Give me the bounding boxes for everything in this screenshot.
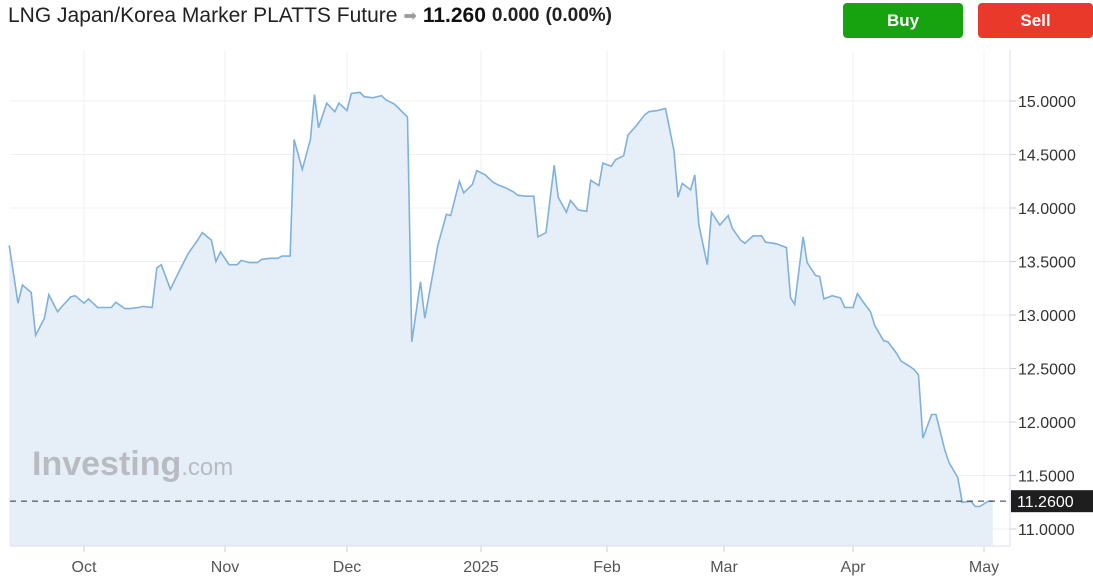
x-tick-label: Dec bbox=[333, 559, 361, 576]
y-tick-label: 12.0000 bbox=[1018, 415, 1076, 432]
price-change: 0.000 bbox=[491, 5, 540, 26]
y-tick-label: 11.0000 bbox=[1018, 522, 1075, 539]
price-change-percent: (0.00%) bbox=[545, 5, 612, 26]
instrument-name: LNG Japan/Korea Marker PLATTS Future bbox=[8, 4, 398, 27]
x-tick-label: 2025 bbox=[463, 559, 499, 576]
last-price-label: 11.2600 bbox=[1017, 494, 1074, 511]
y-tick-label: 14.0000 bbox=[1018, 201, 1076, 218]
watermark-suffix: .com bbox=[181, 454, 233, 481]
watermark-logo: Investing.com bbox=[32, 445, 233, 483]
x-tick-label: Nov bbox=[211, 559, 239, 576]
y-tick-label: 11.5000 bbox=[1018, 469, 1075, 486]
x-tick-label: May bbox=[969, 559, 999, 576]
x-tick-label: Oct bbox=[72, 559, 97, 576]
x-tick-label: Feb bbox=[593, 559, 621, 576]
y-tick-label: 13.5000 bbox=[1018, 255, 1076, 272]
instrument-header: LNG Japan/Korea Marker PLATTS Future ➡ 1… bbox=[8, 4, 612, 28]
y-tick-label: 12.5000 bbox=[1018, 362, 1076, 379]
x-tick-label: Apr bbox=[841, 559, 867, 576]
arrow-right-icon: ➡ bbox=[403, 8, 417, 25]
x-tick-label: Mar bbox=[710, 559, 738, 576]
series-line bbox=[8, 91, 993, 508]
watermark-brand: Investing bbox=[32, 445, 181, 483]
buy-button[interactable]: Buy bbox=[843, 3, 963, 38]
series-area bbox=[9, 92, 993, 547]
y-tick-label: 14.5000 bbox=[1018, 148, 1076, 165]
y-tick-label: 13.0000 bbox=[1018, 308, 1076, 325]
last-price-marker bbox=[1011, 490, 1093, 513]
last-price: 11.260 bbox=[422, 4, 486, 27]
y-tick-label: 15.0000 bbox=[1018, 94, 1076, 111]
sell-button[interactable]: Sell bbox=[978, 3, 1093, 38]
